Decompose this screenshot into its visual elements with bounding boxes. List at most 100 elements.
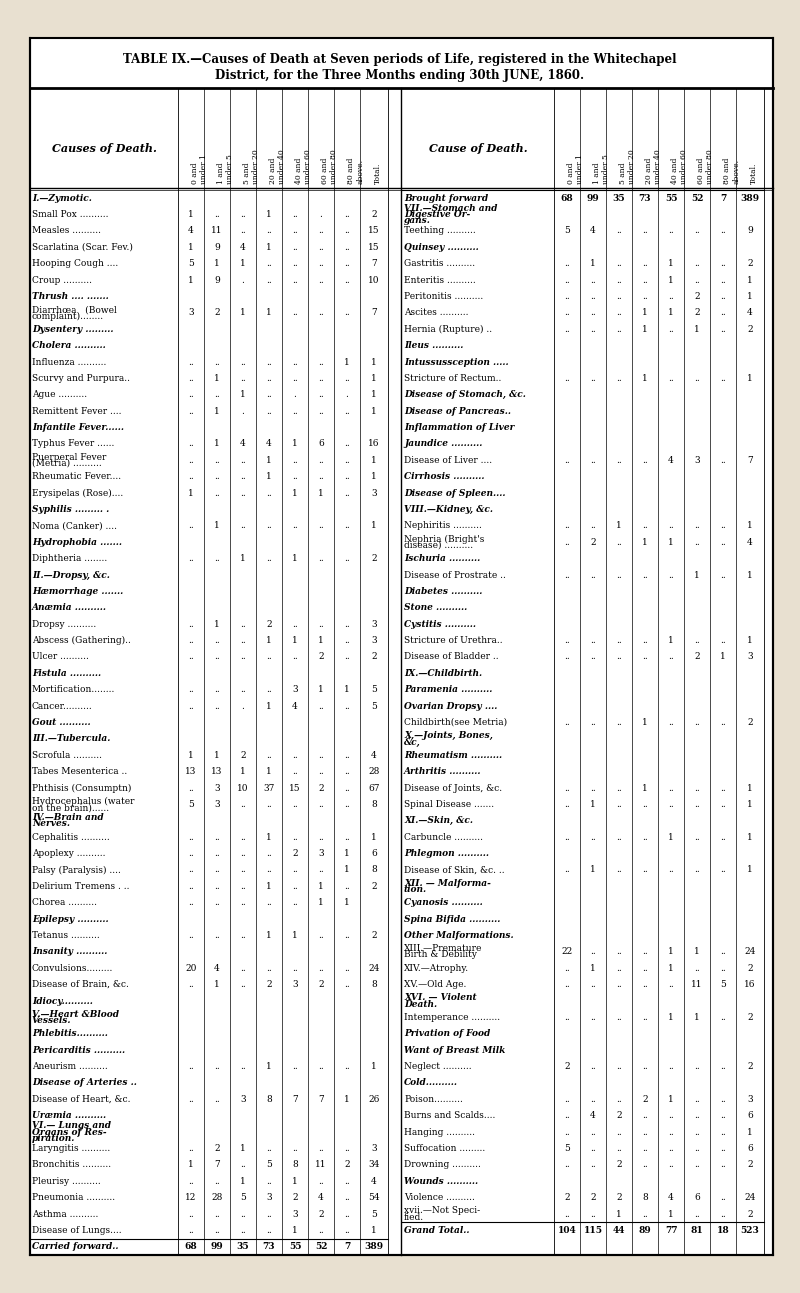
Text: 2: 2 [266,980,272,989]
Text: 1: 1 [694,325,700,334]
Text: ..: .. [318,800,324,809]
Text: ..: .. [668,1127,674,1137]
Text: ..: .. [720,309,726,317]
Text: 1: 1 [642,374,648,383]
Text: ..: .. [590,1095,596,1104]
Text: XIV.—Atrophy.: XIV.—Atrophy. [404,963,469,972]
Text: ..: .. [616,259,622,268]
Text: disease) ..........: disease) .......... [404,540,473,550]
Text: ..: .. [616,325,622,334]
Text: Nephiritis ..........: Nephiritis .......... [404,521,482,530]
Text: ..: .. [694,1095,700,1104]
Text: ..: .. [642,292,648,301]
Text: ..: .. [188,555,194,564]
Text: ..: .. [720,1095,726,1104]
Text: ..: .. [720,1209,726,1218]
Text: Nephria (Bright's: Nephria (Bright's [404,534,484,544]
Text: Peritonitis ..........: Peritonitis .......... [404,292,483,301]
Text: ..: .. [214,1226,220,1235]
Text: 1: 1 [266,767,272,776]
Text: 1: 1 [344,685,350,694]
Text: ..: .. [344,980,350,989]
Text: 24: 24 [368,963,380,972]
Text: ..: .. [188,882,194,891]
Text: ..: .. [344,440,350,449]
Text: ..: .. [590,1062,596,1071]
Text: 5: 5 [371,702,377,711]
Text: 1: 1 [318,882,324,891]
Text: 1: 1 [694,1012,700,1021]
Text: ..: .. [720,374,726,383]
Text: 22: 22 [562,948,573,957]
Text: ..: .. [292,833,298,842]
Text: ..: .. [266,521,272,530]
Text: 99: 99 [210,1243,223,1252]
Text: 2: 2 [371,209,377,219]
Text: 77: 77 [665,1226,678,1235]
Text: ..: .. [564,1111,570,1120]
Text: ..: .. [188,636,194,645]
Text: ..: .. [240,358,246,366]
Text: 1: 1 [266,931,272,940]
Text: 5 and
under 20: 5 and under 20 [243,149,260,184]
Text: 35: 35 [613,194,626,203]
Text: 68: 68 [185,1243,198,1252]
Text: ..: .. [214,636,220,645]
Text: 1: 1 [747,275,753,284]
Text: Organs of Res-: Organs of Res- [32,1127,106,1137]
Text: ..: .. [240,226,246,235]
Text: 5: 5 [188,800,194,809]
Text: ..: .. [720,636,726,645]
Text: ..: .. [188,1226,194,1235]
Text: ..: .. [292,358,298,366]
Text: ..: .. [642,259,648,268]
Text: II.—Dropsy, &c.: II.—Dropsy, &c. [32,570,110,579]
Text: 7: 7 [318,1095,324,1104]
Text: ..: .. [564,653,570,662]
Text: ..: .. [240,685,246,694]
Text: 11: 11 [315,1160,326,1169]
Text: ..: .. [214,850,220,859]
Text: 7: 7 [214,1160,220,1169]
Text: 2: 2 [747,1062,753,1071]
Text: 16: 16 [368,440,380,449]
Text: ..: .. [266,259,272,268]
Text: ..: .. [564,292,570,301]
Text: 1: 1 [214,259,220,268]
Text: 3: 3 [292,685,298,694]
Text: 52: 52 [314,1243,327,1252]
Text: ..: .. [266,489,272,498]
Text: Gout ..........: Gout .......... [32,718,90,727]
Text: ..: .. [292,899,298,908]
Text: ..: .. [266,1177,272,1186]
Text: 4: 4 [371,1177,377,1186]
Text: 1: 1 [642,718,648,727]
Text: piration.: piration. [32,1134,75,1143]
Text: 1: 1 [214,521,220,530]
Text: 81: 81 [690,1226,703,1235]
Text: 15: 15 [368,226,380,235]
Text: Pericarditis ..........: Pericarditis .......... [32,1046,125,1055]
Text: ..: .. [344,374,350,383]
Text: ..: .. [318,226,324,235]
Text: 1: 1 [371,472,377,481]
Text: 2: 2 [371,555,377,564]
Text: 1: 1 [668,309,674,317]
Text: Grand Total..: Grand Total.. [404,1226,470,1235]
Text: 6: 6 [371,850,377,859]
Text: ..: .. [694,636,700,645]
Text: IV.—Brain and: IV.—Brain and [32,813,104,822]
Text: ..: .. [564,636,570,645]
Text: .: . [242,275,245,284]
Text: ..: .. [616,1095,622,1104]
Text: 4: 4 [668,456,674,465]
Text: 1: 1 [240,1177,246,1186]
Text: ..: .. [720,325,726,334]
Text: ..: .. [188,407,194,415]
Text: ..: .. [292,865,298,874]
Text: ..: .. [318,751,324,760]
Text: 1: 1 [720,653,726,662]
Text: ..: .. [616,374,622,383]
Text: ..: .. [720,963,726,972]
Text: Asthma ..........: Asthma .......... [32,1209,98,1218]
